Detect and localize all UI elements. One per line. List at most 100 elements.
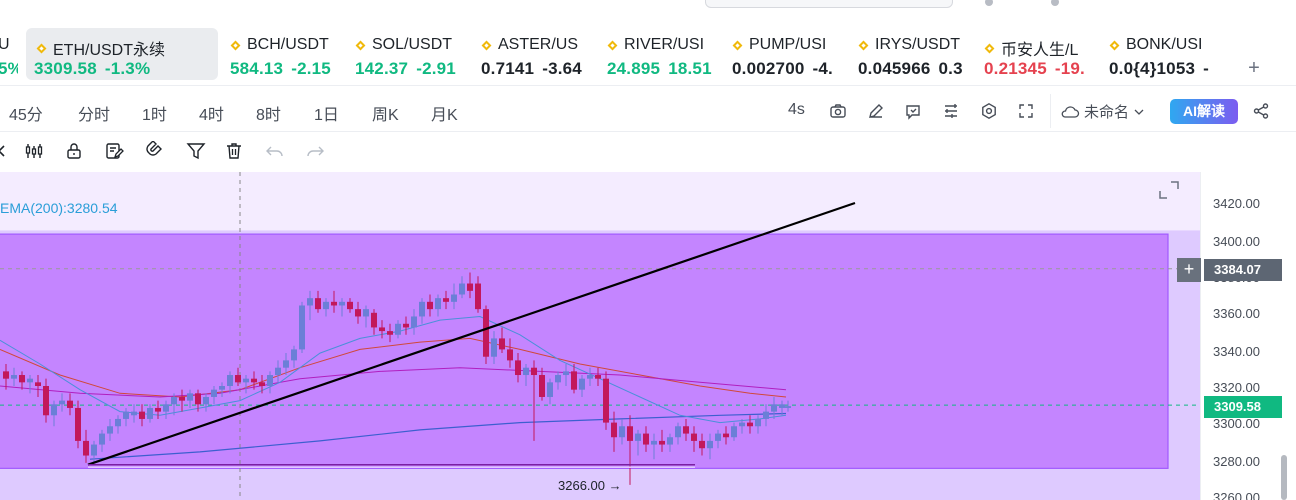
ticker-change: -3.64 — [542, 59, 582, 78]
undo-icon[interactable] — [265, 141, 285, 161]
candle-body — [651, 440, 657, 445]
search-box[interactable] — [705, 0, 953, 8]
filter-icon[interactable] — [186, 141, 206, 161]
redo-icon[interactable] — [305, 141, 325, 161]
edit-drawings-icon[interactable] — [104, 141, 124, 161]
candle-body — [235, 375, 241, 383]
timeframe-8h[interactable]: 8时 — [256, 107, 281, 124]
add-ticker-button[interactable]: + — [1248, 57, 1260, 79]
candle-body — [123, 411, 129, 419]
binance-icon — [607, 40, 618, 51]
candle-body — [515, 360, 521, 376]
candle-body — [211, 389, 217, 397]
notification-icon[interactable] — [985, 0, 993, 6]
ticker-pump[interactable]: PUMP/USI 0.002700 -4. — [732, 28, 840, 80]
binance-icon — [230, 40, 241, 51]
candle-body — [115, 418, 121, 427]
indicator-list-icon[interactable] — [942, 102, 960, 120]
ticker-bonk[interactable]: BONK/USI 0.0{4}1053- — [1109, 28, 1217, 80]
candle-body — [419, 301, 425, 317]
candle-body — [403, 323, 409, 328]
candle-body — [83, 440, 89, 456]
candle-body — [43, 386, 49, 416]
candle-body — [547, 382, 553, 397]
ticker-symbol: BCH/USDT — [247, 36, 329, 53]
ticker-bch[interactable]: BCH/USDT 584.13 -2.15 — [230, 28, 336, 80]
candle-body — [643, 433, 649, 445]
ticker-price: 0.21345 — [984, 59, 1047, 78]
timeframe-month[interactable]: 月K — [431, 107, 458, 124]
candle-body — [163, 404, 169, 412]
price-tick: 3400.00 — [1213, 234, 1260, 249]
timeframe-line[interactable]: 分时 — [78, 107, 111, 124]
lock-icon[interactable] — [64, 141, 84, 161]
candle-body — [611, 422, 617, 438]
alert-icon[interactable] — [904, 102, 922, 120]
candle-body — [11, 375, 17, 379]
ticker-symbol: IRYS/USDT — [875, 36, 961, 53]
magnet-icon[interactable] — [144, 141, 164, 161]
refresh-interval[interactable]: 4s — [788, 101, 805, 118]
profile-icon[interactable] — [1051, 0, 1059, 6]
price-tick: 3260.00 — [1213, 490, 1260, 500]
timeframe-week[interactable]: 周K — [372, 107, 399, 124]
ticker-change: -4. — [812, 59, 833, 78]
ticker-price: 0.0{4}1053 — [1109, 59, 1196, 78]
settings-icon[interactable] — [980, 102, 998, 120]
ai-interpret-button[interactable]: AI解读 — [1170, 99, 1238, 124]
ticker-symbol: PUMP/USI — [749, 36, 827, 53]
layout-selector[interactable]: 未命名 — [1060, 101, 1145, 122]
timeframe-1h[interactable]: 1时 — [142, 107, 167, 124]
candle-body — [267, 375, 273, 386]
ticker-eth[interactable]: ETH/USDT永续 3309.58 -1.3% — [26, 28, 218, 80]
candle-body — [571, 371, 577, 390]
ticker-partial[interactable]: U 5% — [0, 28, 18, 80]
ticker-price: 0.045966 — [858, 59, 931, 78]
vertical-scrollbar[interactable] — [1281, 455, 1287, 500]
candle-body — [771, 404, 777, 412]
pencil-icon[interactable] — [867, 102, 885, 120]
candlestick-icon[interactable] — [24, 141, 44, 161]
chevron-left-icon[interactable] — [0, 141, 12, 161]
trash-icon[interactable] — [224, 141, 244, 161]
ticker-price: 142.37 — [355, 59, 409, 78]
candle-body — [459, 283, 465, 295]
share-icon[interactable] — [1252, 102, 1270, 120]
timeframe-45m[interactable]: 45分 — [9, 107, 43, 124]
price-tick: 3280.00 — [1213, 454, 1260, 469]
camera-icon[interactable] — [829, 102, 847, 120]
candle-body — [595, 375, 601, 379]
candle-body — [427, 301, 433, 310]
ticker-binance-life[interactable]: 币安人生/L 0.21345 -19. — [984, 28, 1090, 80]
candle-body — [731, 426, 737, 438]
ticker-symbol: ASTER/US — [498, 36, 579, 53]
candle-body — [435, 298, 441, 310]
candle-body — [323, 301, 329, 310]
cloud-icon — [1061, 105, 1080, 118]
candle-body — [259, 382, 265, 386]
ticker-river[interactable]: RIVER/USI 24.895 18.51 — [607, 28, 715, 80]
ticker-price: 3309.58 — [34, 59, 97, 78]
timeframe-1d[interactable]: 1日 — [314, 107, 339, 124]
candle-body — [139, 411, 145, 419]
ticker-irys[interactable]: IRYS/USDT 0.045966 0.3 — [858, 28, 968, 80]
candle-body — [179, 396, 185, 401]
ticker-change: 0.3 — [938, 59, 963, 78]
ticker-symbol: U — [0, 36, 10, 53]
candlestick-chart[interactable] — [0, 172, 1296, 500]
ticker-change: - — [1203, 59, 1210, 78]
expand-icon[interactable] — [1157, 179, 1181, 201]
candle-body — [227, 375, 233, 386]
ticker-sol[interactable]: SOL/USDT 142.37 -2.91 — [355, 28, 463, 80]
ticker-price: 0.7141 — [481, 59, 535, 78]
candle-body — [779, 404, 785, 408]
timeframe-4h[interactable]: 4时 — [199, 107, 224, 124]
candle-body — [299, 305, 305, 350]
candle-body — [763, 411, 769, 419]
fullscreen-icon[interactable] — [1017, 102, 1035, 120]
ticker-aster[interactable]: ASTER/US 0.7141 -3.64 — [481, 28, 589, 80]
candle-body — [523, 367, 529, 376]
crosshair-add-button[interactable]: + — [1177, 258, 1201, 282]
candle-body — [3, 371, 9, 379]
candle-body — [99, 433, 105, 445]
